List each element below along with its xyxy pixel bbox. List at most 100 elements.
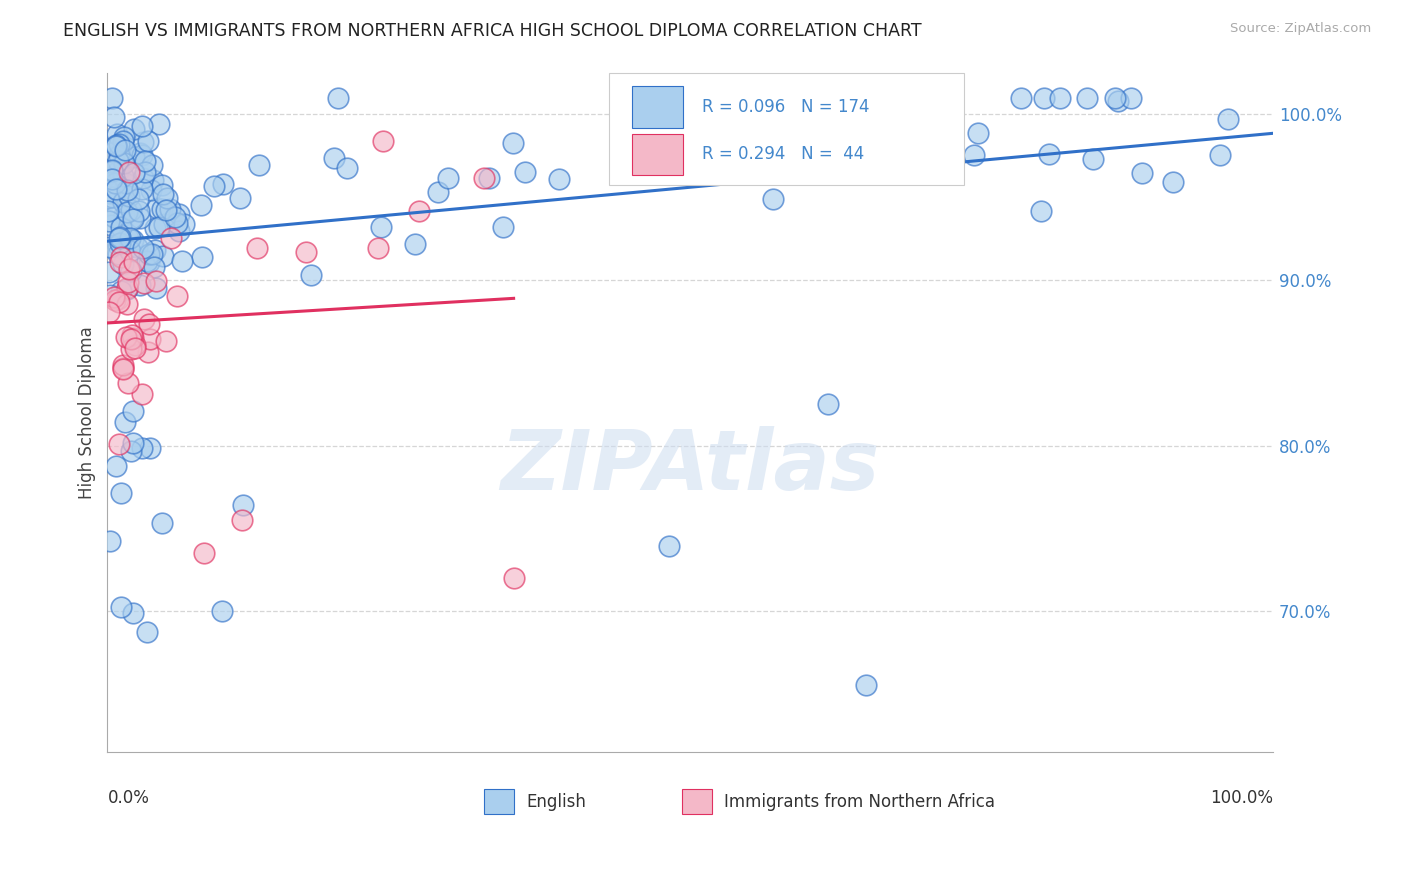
Point	[152, 249, 174, 263]
Point	[107, 247, 129, 261]
Point	[101, 190, 124, 204]
Point	[98, 304, 121, 318]
Point	[1130, 166, 1153, 180]
Point	[108, 184, 131, 198]
Text: ENGLISH VS IMMIGRANTS FROM NORTHERN AFRICA HIGH SCHOOL DIPLOMA CORRELATION CHART: ENGLISH VS IMMIGRANTS FROM NORTHERN AFRI…	[63, 22, 922, 40]
FancyBboxPatch shape	[609, 73, 965, 185]
Point	[122, 606, 145, 620]
Point	[141, 158, 163, 172]
Point	[98, 240, 121, 254]
Point	[139, 332, 162, 346]
Point	[112, 195, 135, 210]
Point	[101, 91, 124, 105]
Point	[1209, 147, 1232, 161]
Point	[105, 127, 128, 141]
Point	[159, 202, 181, 216]
Point	[135, 253, 157, 268]
Point	[299, 268, 322, 283]
Point	[145, 220, 167, 235]
Point	[1216, 112, 1239, 127]
Point	[683, 124, 706, 138]
Point	[103, 210, 125, 224]
Point	[118, 165, 141, 179]
Point	[326, 91, 349, 105]
Point	[121, 202, 143, 217]
Point	[105, 183, 128, 197]
Point	[131, 148, 153, 162]
Point	[115, 178, 138, 192]
Text: ZIPAtlas: ZIPAtlas	[501, 426, 880, 508]
Point	[110, 486, 132, 500]
Point	[478, 170, 501, 185]
Point	[124, 338, 146, 352]
Point	[371, 134, 394, 148]
Point	[120, 263, 142, 277]
Point	[437, 171, 460, 186]
Point	[98, 175, 121, 189]
Point	[114, 208, 136, 222]
Point	[117, 275, 139, 289]
Point	[107, 238, 129, 252]
Point	[115, 183, 138, 197]
Point	[1119, 91, 1142, 105]
Point	[155, 334, 177, 348]
Point	[131, 182, 153, 196]
Point	[108, 148, 131, 162]
Point	[725, 115, 748, 129]
Point	[105, 138, 128, 153]
Point	[167, 207, 190, 221]
Point	[114, 189, 136, 203]
Point	[134, 165, 156, 179]
Point	[103, 110, 125, 124]
Point	[122, 211, 145, 226]
Point	[97, 203, 120, 218]
Point	[129, 278, 152, 293]
FancyBboxPatch shape	[484, 789, 515, 814]
Point	[105, 182, 128, 196]
Point	[967, 126, 990, 140]
Point	[110, 600, 132, 615]
Point	[98, 191, 121, 205]
Point	[166, 289, 188, 303]
Point	[121, 443, 143, 458]
Point	[513, 165, 536, 179]
Text: 100.0%: 100.0%	[1211, 789, 1274, 807]
Point	[122, 331, 145, 345]
Point	[117, 205, 139, 219]
Point	[1038, 147, 1060, 161]
Point	[367, 241, 389, 255]
Point	[110, 254, 132, 268]
Point	[132, 171, 155, 186]
Point	[472, 171, 495, 186]
Point	[128, 204, 150, 219]
Point	[115, 282, 138, 296]
Point	[142, 172, 165, 186]
Point	[323, 151, 346, 165]
Point	[426, 185, 449, 199]
Point	[107, 437, 129, 451]
Y-axis label: High School Diploma: High School Diploma	[79, 326, 96, 499]
Point	[118, 231, 141, 245]
Text: English: English	[526, 793, 586, 811]
Point	[929, 120, 952, 134]
Point	[143, 243, 166, 257]
Point	[110, 237, 132, 252]
FancyBboxPatch shape	[633, 134, 683, 175]
Point	[124, 255, 146, 269]
Point	[136, 134, 159, 148]
Point	[935, 142, 957, 156]
Point	[131, 119, 153, 133]
Point	[107, 292, 129, 306]
Point	[658, 539, 681, 553]
Point	[138, 247, 160, 261]
Point	[117, 376, 139, 390]
Point	[173, 217, 195, 231]
Point	[1032, 91, 1054, 105]
Text: R = 0.096   N = 174: R = 0.096 N = 174	[702, 98, 869, 116]
Point	[159, 231, 181, 245]
Point	[114, 243, 136, 257]
Point	[118, 262, 141, 277]
Point	[492, 220, 515, 235]
Point	[295, 245, 318, 260]
Point	[150, 178, 173, 193]
